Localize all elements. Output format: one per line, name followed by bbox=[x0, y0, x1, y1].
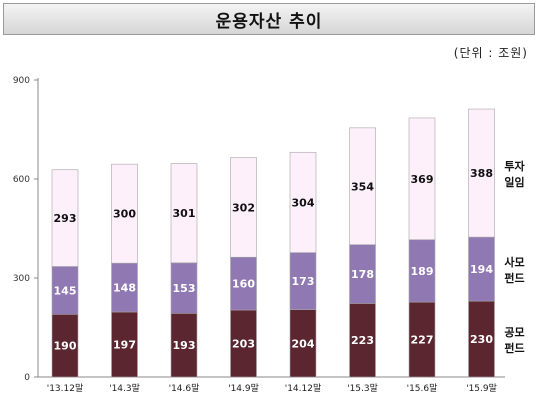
bar-stack: 204 173 304 bbox=[289, 151, 317, 378]
data-label: 300 bbox=[113, 208, 136, 221]
data-label: 203 bbox=[232, 338, 255, 351]
bar-segment bbox=[408, 117, 436, 241]
chart-title: 운용자산 추이 bbox=[215, 11, 323, 32]
bar-segment bbox=[408, 239, 436, 303]
legend-label-line: 공모 bbox=[504, 326, 524, 339]
data-label: 223 bbox=[351, 334, 374, 347]
bars: 190 145 293 '13.12말 197 148 300 '14.3말 193 153 301… bbox=[47, 108, 497, 394]
y-tick-label: 300 bbox=[13, 274, 30, 284]
data-label: 194 bbox=[470, 263, 493, 276]
data-label: 189 bbox=[411, 265, 434, 278]
unit-note: (단위 : 조원) bbox=[453, 46, 528, 60]
bar-segment bbox=[230, 309, 257, 378]
data-label: 369 bbox=[411, 173, 434, 186]
legend-label-line: 펀드 bbox=[504, 271, 524, 285]
x-tick-label: '15.9말 bbox=[466, 382, 497, 394]
bar-segment bbox=[349, 244, 376, 304]
bar-segment bbox=[170, 262, 198, 314]
legend-label-line: 일임 bbox=[504, 175, 524, 189]
y-tick-label: 600 bbox=[13, 175, 30, 185]
data-label: 145 bbox=[54, 284, 77, 297]
x-tick-label: '15.6말 bbox=[407, 382, 438, 394]
bar-segment bbox=[468, 236, 495, 302]
bar-segment bbox=[230, 157, 257, 258]
data-label: 148 bbox=[113, 282, 136, 295]
bar-segment bbox=[51, 313, 79, 378]
bar-segment bbox=[408, 301, 436, 378]
bar-stack: 203 160 302 bbox=[230, 157, 257, 378]
bar-segment bbox=[289, 252, 317, 310]
data-label: 227 bbox=[411, 334, 434, 347]
data-label: 178 bbox=[351, 268, 374, 281]
data-label: 293 bbox=[54, 212, 77, 225]
bar-segment bbox=[289, 151, 317, 253]
data-label: 173 bbox=[292, 275, 315, 288]
x-tick-label: '13.12말 bbox=[47, 382, 84, 394]
data-label: 302 bbox=[232, 201, 255, 214]
bar-stack: 230 194 388 bbox=[468, 108, 495, 378]
legend-label-line: 투자 bbox=[504, 159, 525, 173]
bar-segment bbox=[51, 266, 79, 315]
data-label: 388 bbox=[470, 167, 493, 180]
x-tick-label: '14.12말 bbox=[285, 382, 322, 394]
data-label: 230 bbox=[470, 333, 493, 346]
bar-segment bbox=[468, 108, 495, 238]
bar-segment bbox=[111, 311, 138, 378]
bar-segment bbox=[468, 300, 495, 378]
data-label: 193 bbox=[173, 339, 196, 352]
bar-stack: 193 153 301 bbox=[170, 163, 198, 378]
chart-title-box: 운용자산 추이 bbox=[3, 3, 535, 35]
bar-segment bbox=[289, 309, 317, 378]
bar-stack: 190 145 293 bbox=[51, 169, 79, 378]
data-label: 190 bbox=[54, 340, 77, 353]
data-label: 197 bbox=[113, 338, 136, 351]
bar-segment bbox=[230, 256, 257, 311]
data-label: 153 bbox=[173, 282, 196, 295]
bar-segment bbox=[111, 163, 138, 264]
bar-segment bbox=[51, 169, 79, 267]
bar-segment bbox=[349, 303, 376, 378]
y-tick-label: 900 bbox=[13, 76, 30, 86]
data-label: 304 bbox=[292, 196, 315, 209]
x-tick-label: '14.9말 bbox=[228, 382, 259, 394]
data-label: 354 bbox=[351, 180, 374, 193]
bar-stack: 223 178 354 bbox=[349, 127, 376, 378]
bar-stack: 197 148 300 bbox=[111, 163, 138, 378]
bar-stack: 227 189 369 bbox=[408, 117, 436, 378]
legend-label-line: 펀드 bbox=[504, 341, 524, 355]
x-tick-label: '14.6말 bbox=[169, 382, 200, 394]
legend-label-line: 사모 bbox=[504, 255, 524, 269]
y-tick-label: 0 bbox=[24, 373, 30, 383]
bar-segment bbox=[170, 163, 198, 264]
data-label: 160 bbox=[232, 278, 255, 291]
data-label: 301 bbox=[173, 207, 196, 220]
bar-segment bbox=[111, 262, 138, 313]
bar-segment bbox=[349, 127, 376, 245]
x-tick-label: '14.3말 bbox=[109, 382, 140, 394]
data-label: 204 bbox=[292, 337, 315, 350]
x-tick-label: '15.3말 bbox=[347, 382, 378, 394]
